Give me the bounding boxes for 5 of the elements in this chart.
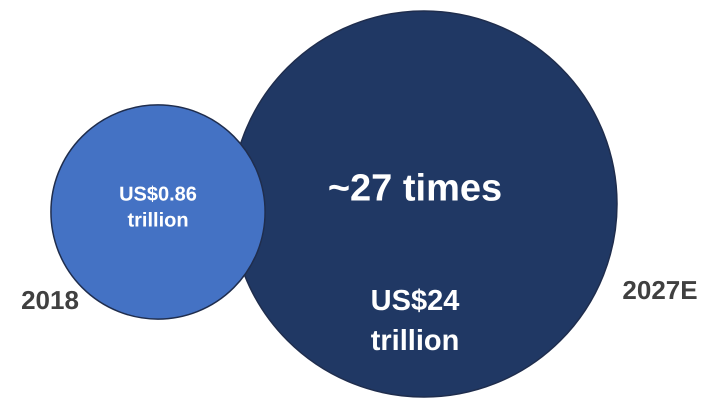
data-label: US$24 trillion [370,285,460,357]
data-label: US$0.86 trillion [119,184,197,232]
category-label: 2018 [21,285,79,316]
text: ~27 times [328,167,502,210]
category-label: 2027E [622,275,698,306]
